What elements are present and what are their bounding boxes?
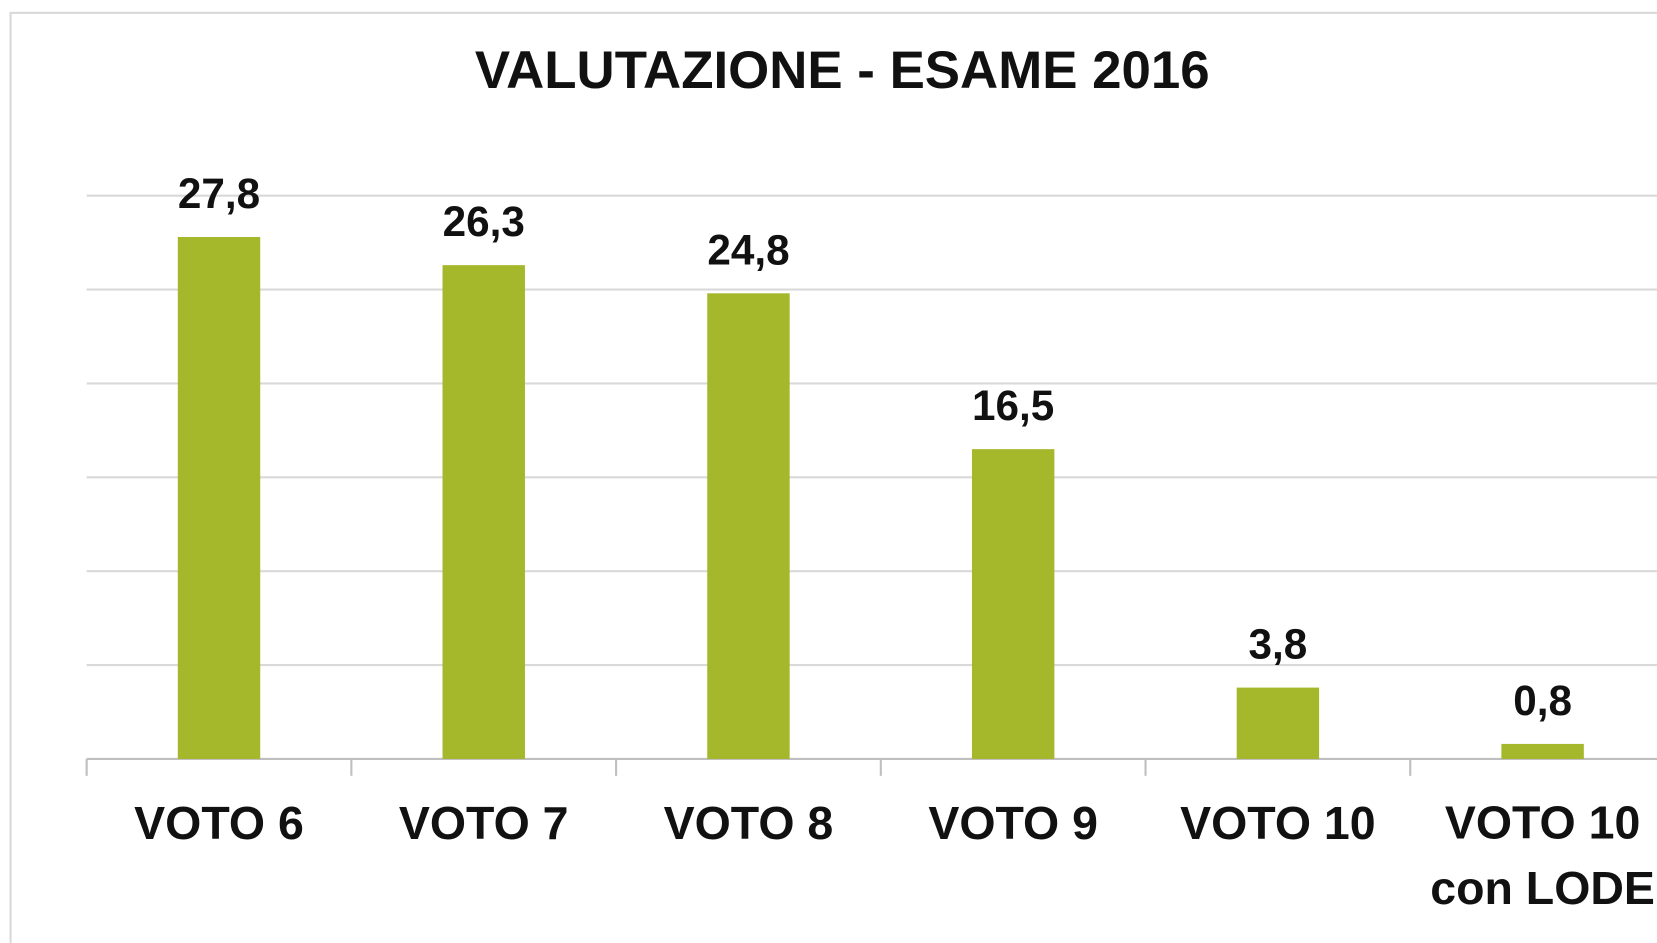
bar [1236,687,1320,759]
bar [1501,743,1584,759]
data-label: 16,5 [972,382,1054,429]
bar [177,236,261,759]
x-tick-label: VOTO 8 [664,797,834,849]
bar [707,293,790,759]
bar [971,449,1055,759]
x-tick-label: VOTO 9 [928,797,1098,849]
data-label: 3,8 [1249,621,1308,668]
x-tick-label: VOTO 10 con LODE [1430,797,1655,915]
data-label: 24,8 [707,226,789,273]
x-tick-label: VOTO 7 [399,797,569,849]
bar [442,265,525,759]
data-label: 26,3 [443,198,525,245]
x-tick-label: VOTO 6 [134,797,304,849]
x-tick-label: VOTO 10 [1180,797,1376,849]
data-label: 0,8 [1513,677,1572,724]
chart-title: VALUTAZIONE - ESAME 2016 [475,41,1210,100]
data-label: 27,8 [178,170,260,217]
